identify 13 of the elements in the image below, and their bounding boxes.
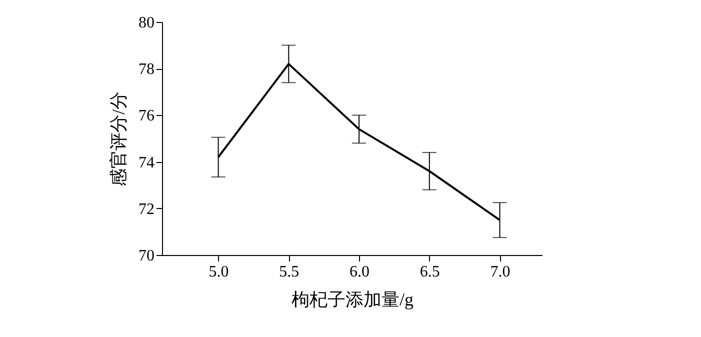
x-axis-title: 枸杞子添加量/g [291, 290, 414, 310]
y-tick-label: 76 [138, 108, 154, 125]
x-tick-label: 6.0 [350, 264, 370, 280]
y-tick-label: 74 [138, 154, 154, 172]
x-tick-label: 6.5 [420, 264, 440, 280]
y-axis-title: 感官评分/分 [108, 91, 128, 187]
x-tick-label: 7.0 [490, 264, 510, 280]
y-tick-label: 78 [138, 61, 154, 78]
y-tick-label: 70 [138, 248, 154, 264]
y-tick-label: 80 [138, 14, 154, 32]
y-tick-label: 72 [138, 200, 154, 218]
x-tick-label: 5.0 [208, 264, 229, 280]
x-tick-label: 5.5 [279, 264, 300, 280]
